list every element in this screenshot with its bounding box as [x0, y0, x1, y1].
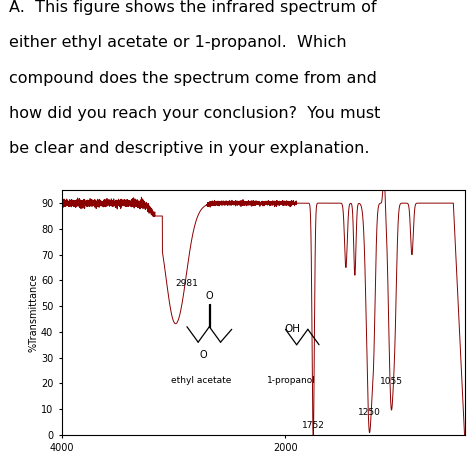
Text: A.  This figure shows the infrared spectrum of: A. This figure shows the infrared spectr…	[9, 0, 377, 15]
Text: OH: OH	[284, 324, 301, 334]
Text: compound does the spectrum come from and: compound does the spectrum come from and	[9, 71, 377, 86]
Text: how did you reach your conclusion?  You must: how did you reach your conclusion? You m…	[9, 106, 381, 121]
Text: 2981: 2981	[176, 279, 199, 288]
Text: 1752: 1752	[302, 421, 325, 430]
Text: either ethyl acetate or 1-propanol.  Which: either ethyl acetate or 1-propanol. Whic…	[9, 35, 347, 50]
Text: ethyl acetate: ethyl acetate	[171, 376, 232, 386]
Text: be clear and descriptive in your explanation.: be clear and descriptive in your explana…	[9, 141, 370, 156]
Text: 1250: 1250	[358, 408, 381, 417]
Y-axis label: %Transmittance: %Transmittance	[28, 273, 38, 352]
Text: O: O	[206, 291, 213, 301]
Text: 1-propanol: 1-propanol	[266, 376, 316, 386]
Text: O: O	[200, 350, 207, 360]
Text: 1055: 1055	[380, 377, 403, 386]
